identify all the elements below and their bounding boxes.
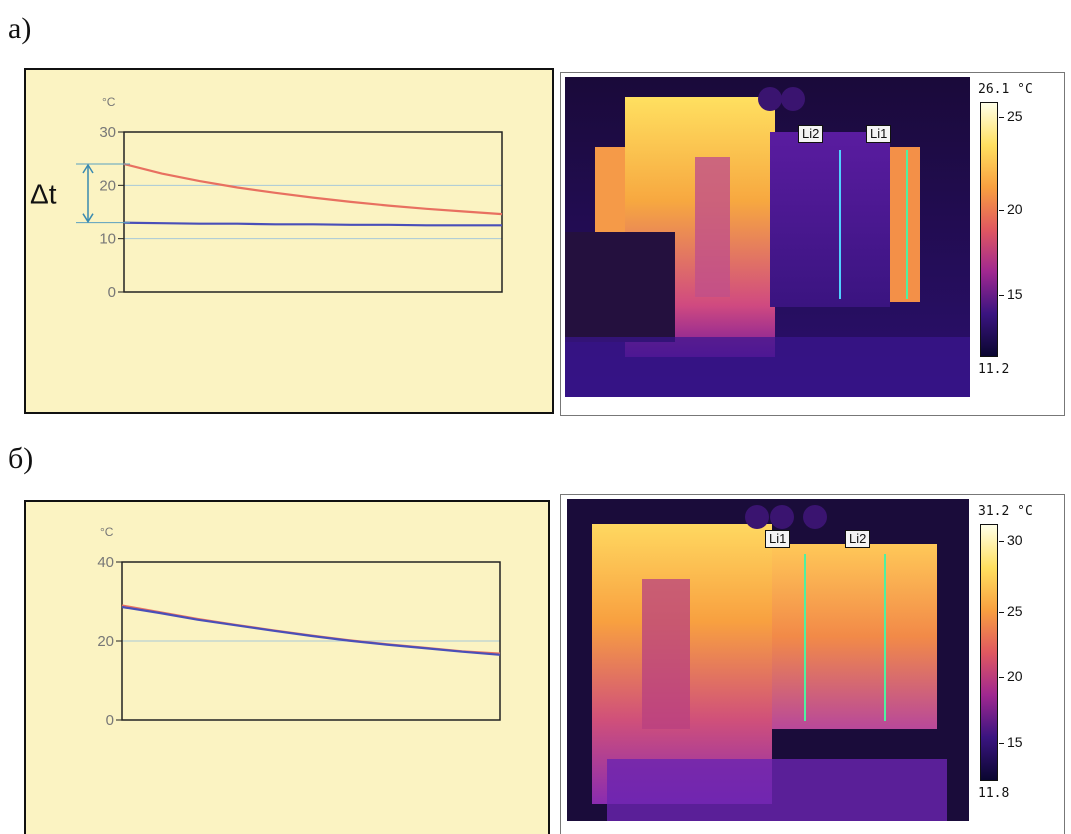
scale-tick-b-15 [999, 743, 1004, 744]
thermogram-a-image [565, 77, 970, 397]
line-label-li1-a: Li1 [866, 125, 892, 143]
delta-arrow-head-bottom [82, 213, 94, 224]
scale-max-a: 26.1 °C [978, 82, 1033, 97]
scale-tick-label-b-15: 15 [1007, 734, 1023, 750]
thermogram-b-svg [567, 499, 969, 821]
thermogram-b-image [567, 499, 969, 821]
series-line-1 [123, 221, 502, 227]
scale-tick-b-20 [999, 677, 1004, 678]
chart-b: °C 0 20 40 [24, 500, 550, 834]
scale-tick-label-b-30: 30 [1007, 532, 1023, 548]
delta-arrow-head-top [82, 163, 94, 174]
y-tick-label: 10 [99, 231, 116, 248]
scale-tick-b-25 [999, 612, 1004, 613]
scale-tick-a-15 [999, 295, 1004, 296]
y-tick-label: 0 [106, 712, 114, 729]
line-label-li1-b: Li1 [765, 530, 791, 548]
series-line-0 [121, 604, 501, 655]
delta-t-label: Δt [30, 178, 57, 209]
color-scale-a [980, 102, 998, 357]
scale-tick-label-a-25: 25 [1007, 108, 1023, 124]
scale-max-b: 31.2 °C [978, 504, 1033, 519]
thermogram-a-svg [565, 77, 970, 397]
scale-tick-label-b-20: 20 [1007, 668, 1023, 684]
plot-frame [123, 131, 503, 293]
scale-tick-label-b-25: 25 [1007, 603, 1023, 619]
plot-frame [121, 561, 501, 721]
y-unit-label: °C [100, 525, 114, 539]
scale-tick-label-a-20: 20 [1007, 201, 1023, 217]
line-label-li2-a: Li2 [798, 125, 824, 143]
series-line-0 [123, 162, 503, 216]
y-tick-label: 40 [97, 554, 114, 571]
scale-tick-label-a-15: 15 [1007, 286, 1023, 302]
y-tick-label: 30 [99, 124, 116, 141]
y-tick-label: 0 [108, 284, 116, 301]
chart-a: °C 0 10 20 30 Δt [24, 68, 554, 414]
chart-a-svg: °C 0 10 20 30 Δt [30, 95, 503, 301]
panel-label-a: а) [8, 12, 32, 45]
scale-tick-a-25 [999, 117, 1004, 118]
y-tick-label: 20 [97, 633, 114, 650]
y-tick-label: 20 [99, 177, 116, 194]
y-unit-label: °C [102, 95, 116, 109]
scale-min-b: 11.8 [978, 786, 1010, 801]
color-scale-b [980, 524, 998, 781]
line-label-li2-b: Li2 [845, 530, 871, 548]
panel-label-b: б) [8, 442, 34, 475]
scale-tick-a-20 [999, 210, 1004, 211]
scale-min-a: 11.2 [978, 362, 1010, 377]
scale-tick-b-30 [999, 541, 1004, 542]
series-line-1 [121, 605, 501, 656]
chart-b-svg: °C 0 20 40 [97, 525, 501, 729]
